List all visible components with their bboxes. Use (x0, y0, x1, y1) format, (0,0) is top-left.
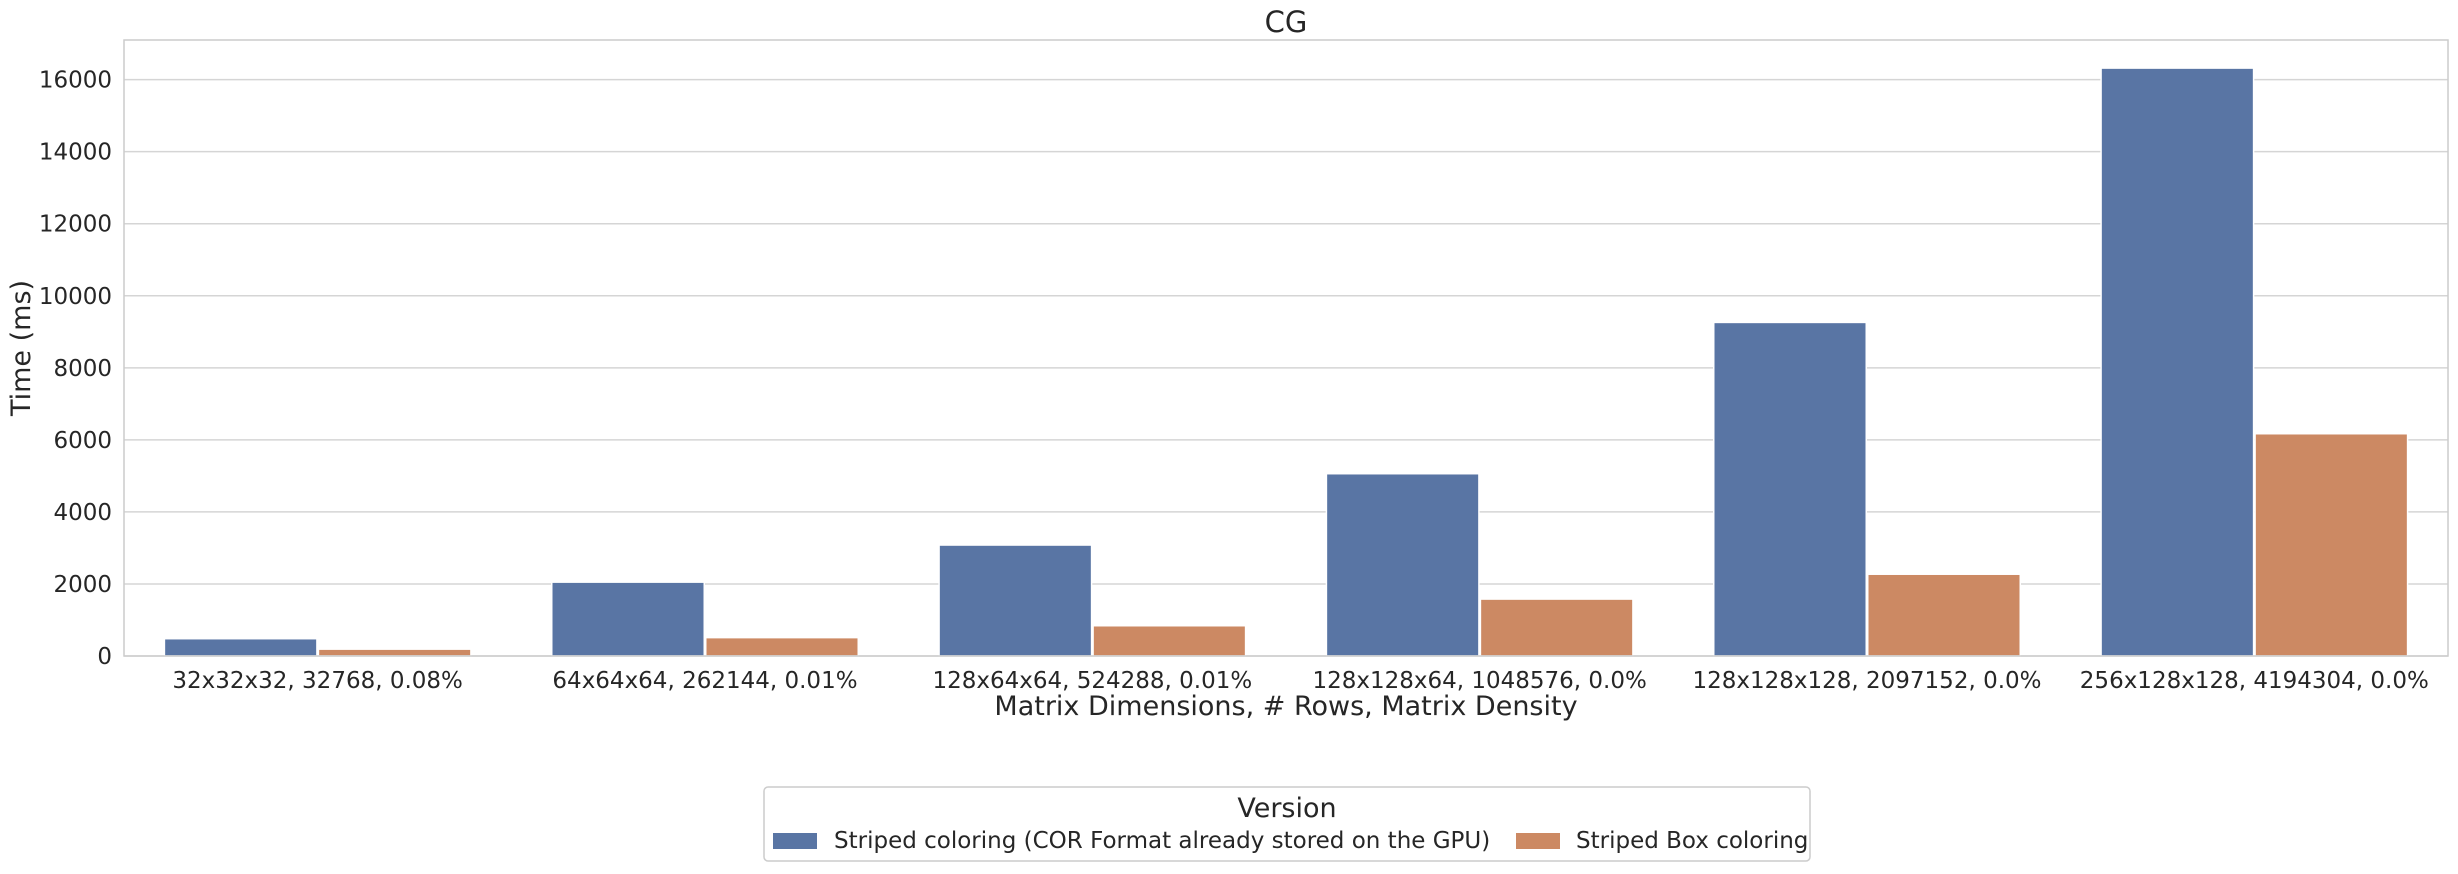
bar-series-1-category-4 (1325, 472, 1480, 657)
y-tick-label: 6000 (53, 428, 112, 454)
bar-series-1-category-3 (938, 544, 1093, 657)
y-tick-label: 8000 (53, 356, 112, 382)
bar-series-1-category-1 (163, 637, 318, 657)
x-tick-label: 128x128x64, 1048576, 0.0% (1312, 668, 1646, 694)
legend-swatch-series-2 (1516, 833, 1560, 849)
legend-title: Version (1237, 793, 1336, 824)
bar-series-2-category-5 (1867, 573, 2021, 657)
bar-series-2-category-6 (2254, 432, 2409, 657)
bar-series-1-category-6 (2100, 67, 2255, 657)
y-tick-labels: 0 2000 4000 6000 8000 10000 12000 14000 16000 (39, 68, 112, 670)
bar-series-2-category-2 (705, 636, 859, 657)
y-tick-label: 12000 (39, 212, 112, 238)
y-tick-label: 10000 (39, 284, 112, 310)
legend-swatch-series-1 (773, 833, 817, 849)
y-tick-label: 4000 (53, 500, 112, 526)
x-axis-label: Matrix Dimensions, # Rows, Matrix Densit… (994, 691, 1577, 722)
legend-label-series-1: Striped coloring (COR Format already sto… (834, 828, 1490, 854)
x-tick-label: 128x64x64, 524288, 0.01% (932, 668, 1252, 694)
bar-series-2-category-4 (1479, 598, 1634, 657)
y-tick-label: 14000 (39, 140, 112, 166)
y-tick-label: 2000 (53, 572, 112, 598)
x-tick-labels: 32x32x32, 32768, 0.08% 64x64x64, 262144, … (172, 668, 2428, 694)
bar-series-2-category-3 (1092, 624, 1247, 657)
legend-label-series-2: Striped Box coloring (1576, 828, 1808, 854)
x-tick-label: 256x128x128, 4194304, 0.0% (2080, 668, 2429, 694)
x-tick-label: 128x128x128, 2097152, 0.0% (1692, 668, 2041, 694)
bar-series-1-category-5 (1713, 321, 1867, 657)
chart-title: CG (1265, 5, 1308, 39)
bar-series-1-category-2 (551, 581, 705, 657)
x-tick-label: 64x64x64, 262144, 0.01% (552, 668, 857, 694)
plot-frame (123, 39, 2449, 657)
legend: Version Striped coloring (COR Format alr… (763, 786, 1811, 862)
y-tick-label: 0 (97, 644, 112, 670)
gridlines (124, 78, 2448, 657)
y-axis-label: Time (ms) (6, 280, 37, 417)
y-tick-label: 16000 (39, 68, 112, 94)
bars (163, 67, 2409, 657)
x-tick-label: 32x32x32, 32768, 0.08% (172, 668, 463, 694)
bar-series-2-category-1 (317, 648, 472, 657)
